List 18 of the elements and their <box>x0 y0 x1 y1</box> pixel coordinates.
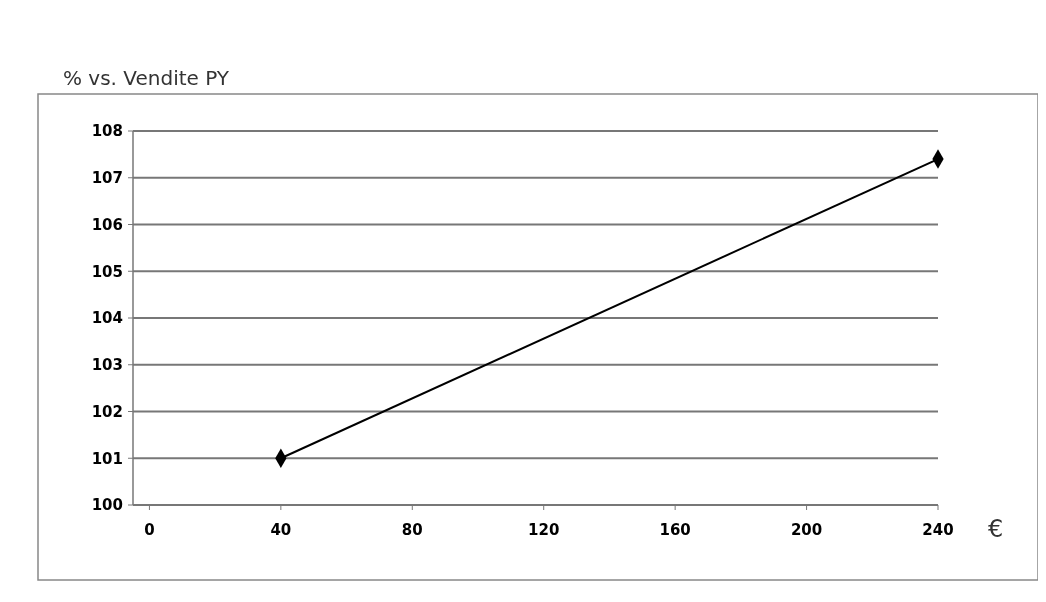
y-tick-label: 106 <box>91 215 123 234</box>
x-tick-label: 160 <box>659 521 691 539</box>
y-tick-label: 108 <box>91 122 123 141</box>
y-tick-label: 105 <box>91 262 123 281</box>
x-axis-title: € <box>988 515 1004 543</box>
x-tick-label: 80 <box>401 521 423 539</box>
y-tick-label: 101 <box>91 449 123 468</box>
x-tick-label: 0 <box>144 521 155 539</box>
y-tick-label: 107 <box>91 169 123 187</box>
x-tick-label: 240 <box>922 521 954 539</box>
y-tick-label: 104 <box>91 309 123 328</box>
y-tick-label: 102 <box>91 402 123 421</box>
x-tick-label: 40 <box>270 521 292 539</box>
y-tick-label: 103 <box>91 356 123 374</box>
x-tick-label: 120 <box>528 521 560 539</box>
y-tick-label: 100 <box>91 496 123 515</box>
y-axis-title: % vs. Vendite PY <box>63 66 230 90</box>
x-tick-label: 200 <box>790 521 823 539</box>
